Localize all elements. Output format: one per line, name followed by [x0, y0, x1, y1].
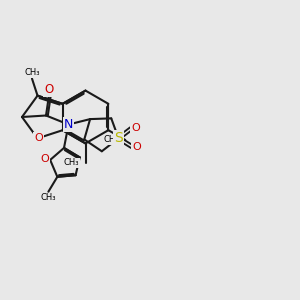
Text: O: O — [131, 123, 140, 133]
Text: O: O — [40, 154, 49, 164]
Text: CH₃: CH₃ — [63, 158, 79, 167]
Text: S: S — [114, 131, 123, 145]
Text: CH₃: CH₃ — [24, 68, 40, 77]
Text: O: O — [34, 134, 43, 143]
Text: O: O — [132, 142, 141, 152]
Text: CH₃: CH₃ — [103, 136, 119, 145]
Text: CH₃: CH₃ — [40, 193, 56, 202]
Text: N: N — [64, 118, 73, 131]
Text: O: O — [44, 83, 54, 96]
